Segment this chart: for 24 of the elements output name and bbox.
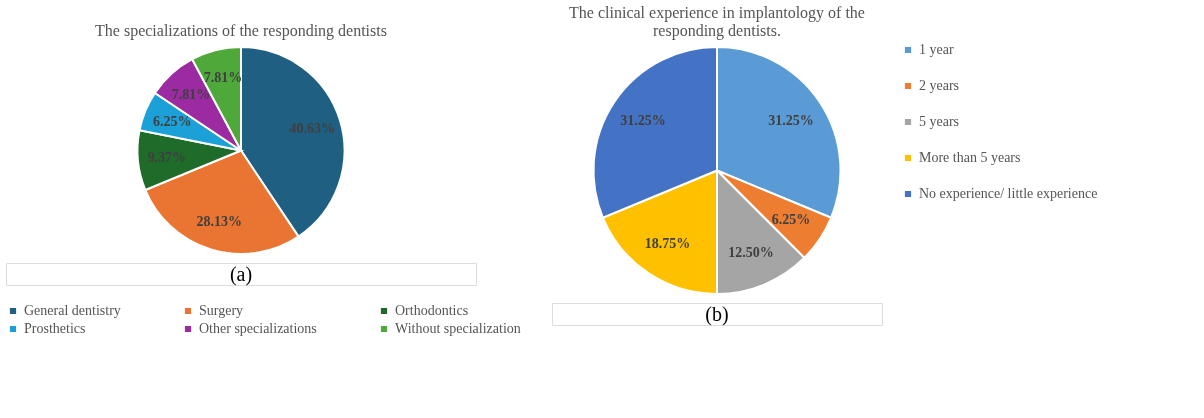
data-label: 28.13% [196,213,243,229]
legend-label: 2 years [919,78,960,93]
text: (b) [705,303,729,326]
data-label: 7.81% [171,87,211,103]
chart-title: The clinical experience in implantology of the responding dentists. [569,4,865,40]
data-label: 12.50% [728,244,774,260]
data-label: 6.25% [771,211,811,227]
legend-label: Without specialization [395,321,521,336]
legend-label: General dentistry [24,303,121,318]
legend-label: Other specializations [199,321,317,336]
data-label: 31.25% [768,113,814,129]
legend-label: More than 5 years [919,150,1021,165]
legend-label: 5 years [919,114,960,129]
text: (a) [229,263,253,286]
data-label: 6.25% [152,113,192,129]
chart-title: The specializations of the responding dentists [95,22,387,40]
data-label: 31.25% [620,113,666,129]
legend-label: Surgery [199,303,244,318]
legend-label: Orthodontics [395,303,469,318]
data-label: 18.75% [644,236,691,252]
data-label: 40.63% [289,120,336,136]
legend-label: 1 year [919,42,954,57]
legend-label: No experience/ little experience [919,186,1098,201]
legend-label: Prosthetics [24,321,86,336]
